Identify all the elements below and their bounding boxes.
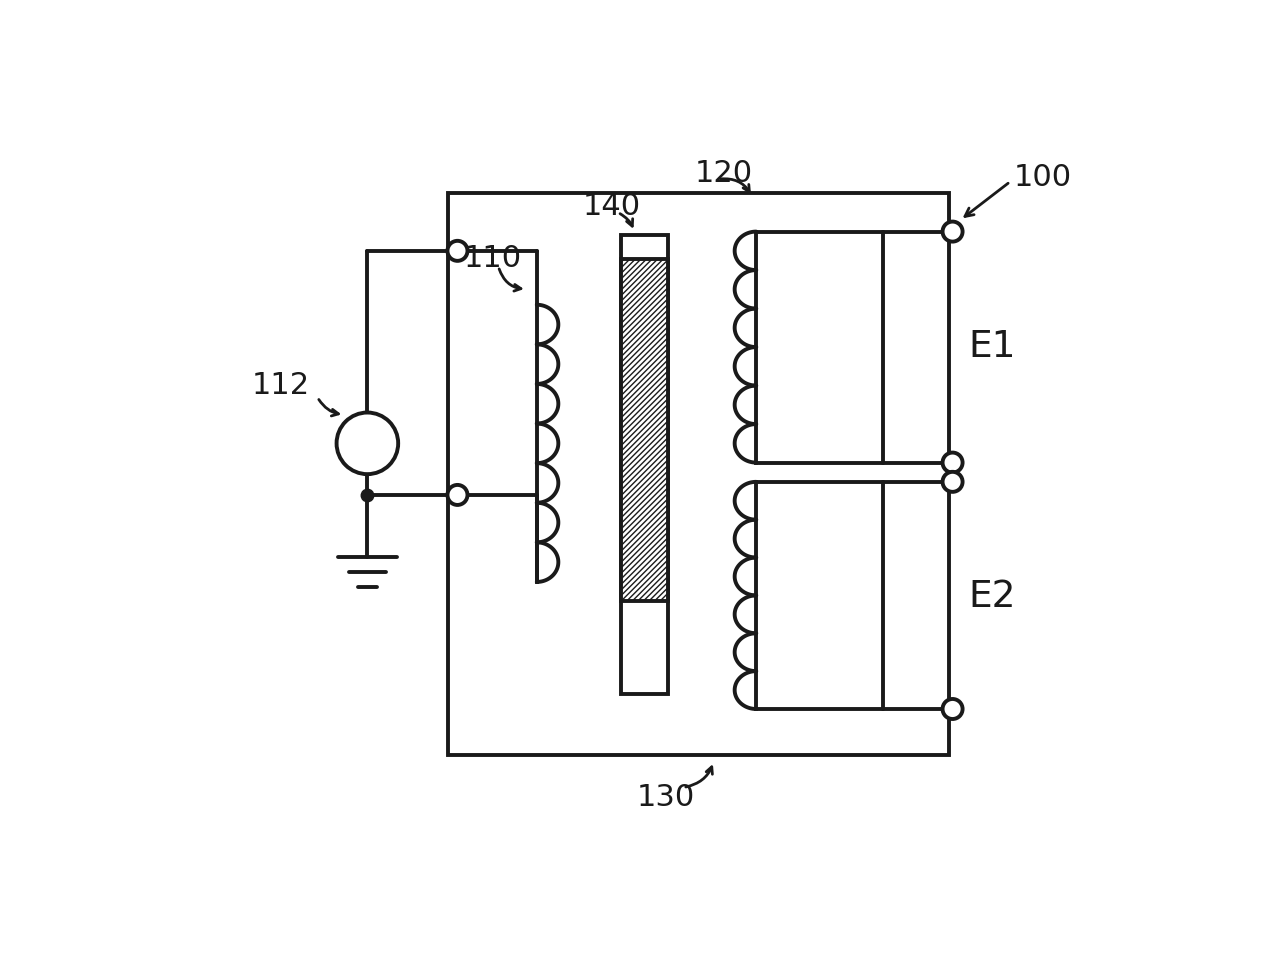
Circle shape (447, 485, 468, 505)
FancyArrowPatch shape (620, 213, 633, 226)
Circle shape (943, 472, 962, 492)
Text: 110: 110 (464, 244, 521, 273)
Text: 120: 120 (694, 160, 753, 188)
Text: 130: 130 (637, 783, 696, 812)
Text: E2: E2 (968, 579, 1016, 615)
Text: 140: 140 (583, 192, 640, 221)
Text: E1: E1 (968, 329, 1016, 365)
FancyArrowPatch shape (500, 269, 521, 291)
Circle shape (337, 412, 398, 474)
Bar (448, 193, 949, 755)
Bar (621, 259, 667, 602)
FancyArrowPatch shape (319, 400, 338, 416)
Text: 112: 112 (252, 371, 310, 400)
FancyArrowPatch shape (685, 767, 712, 787)
Text: ~: ~ (355, 428, 380, 458)
Circle shape (943, 453, 962, 473)
Circle shape (447, 241, 468, 260)
Bar (621, 259, 667, 602)
Text: 100: 100 (1015, 163, 1072, 192)
FancyArrowPatch shape (720, 179, 749, 192)
Bar (621, 235, 667, 694)
Circle shape (943, 222, 962, 241)
Circle shape (943, 699, 962, 719)
